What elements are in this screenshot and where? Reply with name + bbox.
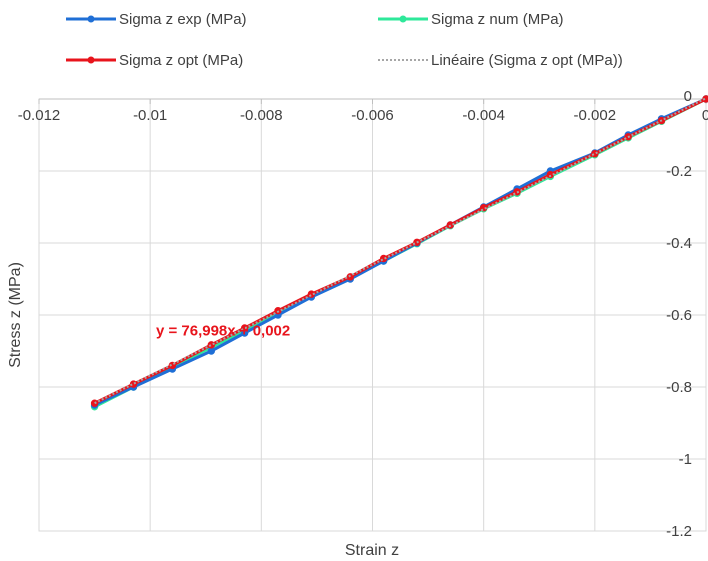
x-tick-label: -0.002 (574, 107, 617, 124)
tick-labels: -0.012 -0.01 -0.008 -0.006 -0.004 -0.002 00 -0.… (18, 88, 708, 540)
legend-marker (87, 15, 95, 23)
trendline-equation: y = 76,998x + 0,002 (156, 322, 290, 339)
legend-marker (87, 56, 95, 64)
x-tick-label: -0.008 (240, 107, 283, 124)
trendline (94, 97, 707, 405)
legend: Sigma z exp (MPa) Sigma z num (MPa) Sigma … (66, 11, 623, 69)
legend-item-3: Linéaire (Sigma z opt (MPa)) (378, 52, 623, 69)
series-2-point (346, 273, 354, 281)
x-axis-title: Strain z (345, 542, 399, 559)
legend-label: Sigma z num (MPa) (431, 11, 564, 28)
legend-marker (399, 15, 407, 23)
x-tick-label: -0.01 (133, 107, 167, 124)
x-tick-label: -0.012 (18, 107, 61, 124)
legend-item-1: Sigma z num (MPa) (378, 11, 564, 28)
legend-label: Linéaire (Sigma z opt (MPa)) (431, 52, 623, 69)
x-tick-label: -0.004 (462, 107, 505, 124)
legend-item-0: Sigma z exp (MPa) (66, 11, 247, 28)
y-tick-label: -0.8 (666, 379, 692, 396)
x-tick-label: -0.006 (351, 107, 394, 124)
y-tick-label: -1.2 (666, 523, 692, 540)
series-2-point (90, 399, 99, 407)
legend-item-2: Sigma z opt (MPa) (66, 52, 243, 69)
y-axis-title: Stress z (MPa) (7, 262, 24, 368)
y-tick-label: 0 (684, 88, 692, 105)
series-0-point (207, 347, 216, 355)
gridlines (38, 98, 707, 532)
legend-label: Sigma z exp (MPa) (119, 11, 247, 28)
plot-area: -0.012 -0.01 -0.008 -0.006 -0.004 -0.002 00 -0.… (18, 88, 708, 540)
x-tick-label: 0 (702, 107, 708, 124)
y-tick-label: -0.2 (666, 163, 692, 180)
series-layer (90, 95, 708, 411)
legend-label: Sigma z opt (MPa) (119, 52, 243, 69)
y-tick-label: -0.6 (666, 307, 692, 324)
y-tick-label: -1 (679, 451, 692, 468)
y-tick-label: -0.4 (666, 235, 692, 252)
